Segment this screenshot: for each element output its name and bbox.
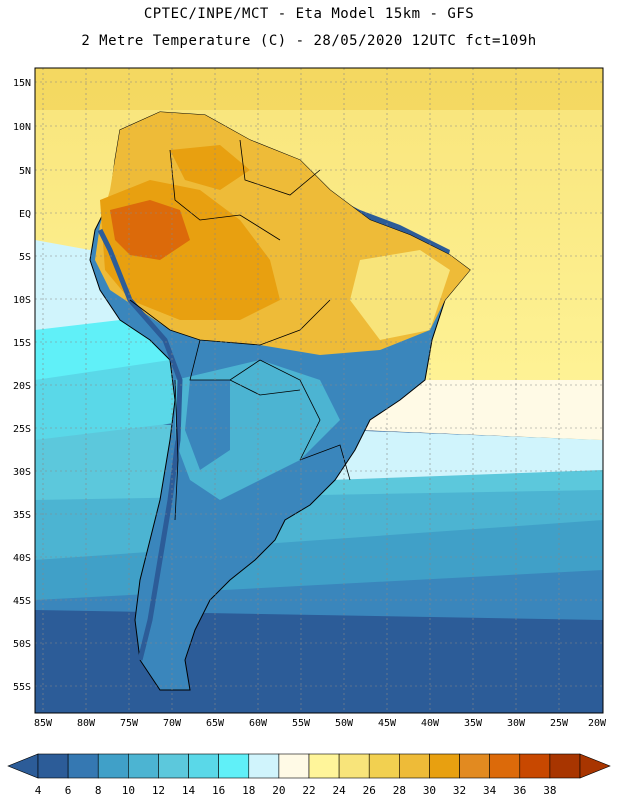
country-borders	[129, 139, 351, 521]
colorbar-label: 6	[65, 784, 72, 797]
colorbar-swatch	[368, 753, 400, 779]
colorbar-label: 4	[35, 784, 42, 797]
colorbar-swatch	[459, 753, 490, 779]
colorbar-label: 12	[152, 784, 165, 797]
lon-label: 40W	[421, 718, 440, 729]
colorbar-label: 32	[453, 784, 466, 797]
lon-label: 35W	[464, 718, 483, 729]
colorbar-label: 22	[302, 784, 315, 797]
lat-label: 10S	[13, 295, 31, 306]
colorbar-swatch	[188, 753, 219, 779]
lon-label: 20W	[588, 718, 607, 729]
colorbar-swatch	[158, 753, 189, 779]
lat-label: 55S	[13, 682, 31, 693]
lon-label: 65W	[206, 718, 225, 729]
colorbar-low-arrow	[7, 753, 39, 779]
colorbar-label: 24	[332, 784, 346, 797]
colorbar-swatch	[37, 753, 69, 779]
colorbar-swatch	[128, 753, 159, 779]
colorbar-label: 34	[483, 784, 497, 797]
lat-label: 35S	[13, 510, 31, 521]
map-title-line1: CPTEC/INPE/MCT - Eta Model 15km - GFS	[143, 6, 475, 22]
colorbar-swatch	[308, 753, 340, 779]
colorbar-label: 20	[272, 784, 285, 797]
colorbar-swatch	[489, 753, 521, 779]
colorbar-swatch	[519, 753, 551, 779]
lon-label: 55W	[292, 718, 311, 729]
lon-label: 85W	[34, 718, 53, 729]
colorbar-label: 10	[122, 784, 135, 797]
lat-label: 30S	[13, 467, 31, 478]
colorbar-swatch	[338, 753, 370, 779]
lon-label: 70W	[163, 718, 182, 729]
lat-label: 5N	[19, 166, 31, 177]
colorbar-label: 38	[543, 784, 556, 797]
colorbar-swatch	[549, 753, 581, 779]
colorbar-label: 30	[423, 784, 436, 797]
lon-label: 50W	[335, 718, 354, 729]
colorbar: 4 6 8 10 12 14 16 18 20 22 24 26 28 30 32 34 36 38	[7, 753, 611, 797]
lat-label: 40S	[13, 553, 31, 564]
lon-label: 45W	[378, 718, 397, 729]
colorbar-label: 14	[182, 784, 196, 797]
colorbar-swatch	[399, 753, 430, 779]
colorbar-label: 16	[212, 784, 225, 797]
map-frame	[34, 67, 604, 714]
lon-label: 75W	[120, 718, 139, 729]
lat-label: EQ	[19, 209, 31, 220]
lat-label: 5S	[19, 252, 31, 263]
lat-label: 10N	[13, 122, 31, 133]
colorbar-label: 18	[242, 784, 255, 797]
colorbar-swatch	[278, 753, 310, 779]
lon-label: 80W	[77, 718, 96, 729]
lat-label: 50S	[13, 639, 31, 650]
map-title-line2: 2 Metre Temperature (C) - 28/05/2020 12U…	[81, 33, 537, 49]
colorbar-high-arrow	[579, 753, 611, 779]
colorbar-swatch	[97, 753, 129, 779]
lat-label: 15S	[13, 338, 31, 349]
lon-label: 30W	[507, 718, 526, 729]
map-field	[35, 68, 603, 713]
lat-label: 45S	[13, 596, 31, 607]
lon-label: 25W	[550, 718, 569, 729]
colorbar-swatch	[248, 753, 280, 779]
colorbar-label: 8	[95, 784, 102, 797]
colorbar-label: 26	[363, 784, 376, 797]
lat-label: 15N	[13, 78, 31, 89]
colorbar-label: 28	[393, 784, 406, 797]
colorbar-swatch	[67, 753, 99, 779]
lat-label: 25S	[13, 424, 31, 435]
colorbar-swatch	[429, 753, 460, 779]
lon-label: 60W	[249, 718, 268, 729]
colorbar-swatch	[218, 753, 250, 779]
lat-label: 20S	[13, 381, 31, 392]
colorbar-label: 36	[513, 784, 526, 797]
